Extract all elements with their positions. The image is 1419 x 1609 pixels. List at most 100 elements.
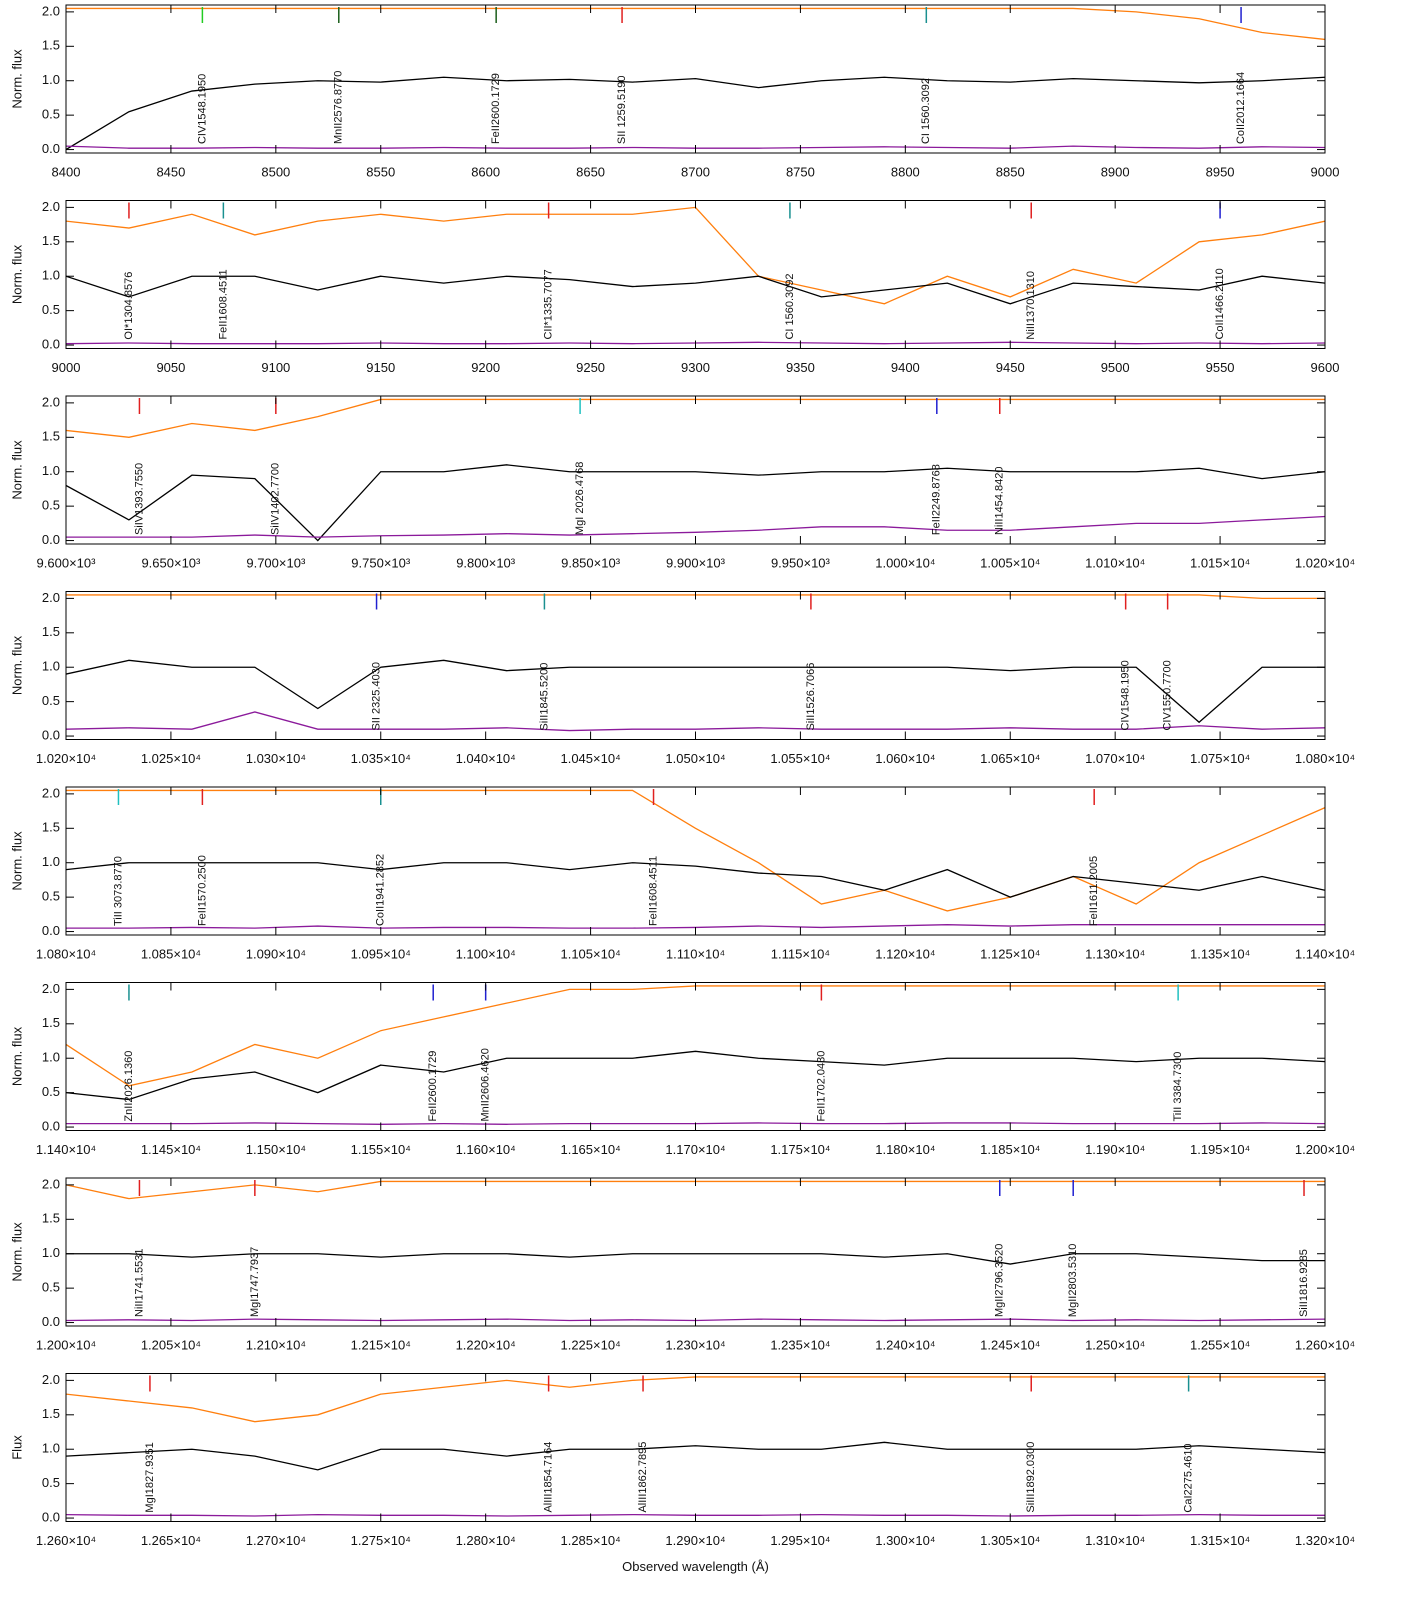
y-tick-label: 0.5	[42, 302, 60, 317]
x-tick-label: 1.070×10⁴	[1085, 751, 1145, 766]
x-tick-label: 8700	[681, 164, 710, 179]
x-tick-label: 1.190×10⁴	[1085, 1142, 1145, 1157]
line-label: CoII1941.2852	[375, 854, 387, 926]
line-label: SiII1845.5200	[538, 663, 550, 731]
line-label: SiIV1393.7550	[133, 463, 145, 535]
x-tick-label: 1.215×10⁴	[351, 1337, 411, 1352]
y-tick-label: 0.5	[42, 693, 60, 708]
spectrum-line	[66, 1376, 1325, 1423]
x-tick-label: 9.600×10³	[37, 555, 97, 570]
spectrum-line	[66, 7, 1325, 41]
line-label: NiII1741.5531	[133, 1249, 145, 1318]
x-tick-label: 1.200×10⁴	[1295, 1142, 1355, 1157]
line-label: CoII1466.2110	[1214, 268, 1226, 339]
y-tick-label: 0.0	[42, 1509, 60, 1524]
x-tick-label: 1.110×10⁴	[666, 946, 725, 961]
spectrum-line	[66, 1253, 1325, 1265]
x-tick-label: 1.010×10⁴	[1085, 555, 1145, 570]
y-tick-label: 0.5	[42, 1475, 60, 1490]
x-tick-label: 9150	[366, 360, 395, 375]
x-tick-label: 1.175×10⁴	[770, 1142, 830, 1157]
x-tick-label: 9.800×10³	[456, 555, 516, 570]
line-label: FeII1702.0430	[815, 1051, 827, 1122]
y-tick-label: 0.0	[42, 727, 60, 742]
x-tick-label: 9550	[1206, 360, 1235, 375]
x-tick-label: 9.700×10³	[246, 555, 306, 570]
x-tick-label: 8550	[366, 164, 395, 179]
y-axis-label: Norm. flux	[9, 831, 24, 891]
spectrum-line	[66, 206, 1325, 305]
y-tick-label: 0.0	[42, 1118, 60, 1133]
line-label: SiII1526.7066	[805, 663, 817, 731]
x-tick-label: 1.030×10⁴	[246, 751, 306, 766]
y-tick-label: 0.0	[42, 336, 60, 351]
x-tick-label: 1.045×10⁴	[560, 751, 620, 766]
x-tick-label: 9000	[1311, 164, 1340, 179]
y-tick-label: 2.0	[42, 1372, 60, 1387]
y-axis-label: Norm. flux	[9, 635, 24, 695]
x-tick-label: 8500	[261, 164, 290, 179]
x-tick-label: 1.180×10⁴	[875, 1142, 935, 1157]
line-label: MnII2606.4620	[480, 1048, 492, 1121]
plot-area	[66, 1376, 1325, 1517]
axes-frame	[65, 200, 1326, 349]
y-tick-label: 1.0	[42, 268, 60, 283]
y-tick-label: 1.5	[42, 624, 60, 639]
y-tick-label: 0.0	[42, 1314, 60, 1329]
x-tick-label: 1.255×10⁴	[1190, 1337, 1250, 1352]
x-tick-label: 8400	[52, 164, 81, 179]
line-label: MgI1747.7937	[249, 1247, 261, 1317]
line-label: SiII1816.9285	[1298, 1249, 1310, 1317]
spectrum-line	[66, 862, 1325, 898]
spectrum-line	[66, 515, 1325, 538]
x-tick-label: 1.035×10⁴	[351, 751, 411, 766]
x-tick-label: 8850	[996, 164, 1025, 179]
y-tick-label: 1.5	[42, 1406, 60, 1421]
y-axis-label: Flux	[9, 1435, 24, 1460]
x-tick-label: 1.140×10⁴	[36, 1142, 96, 1157]
y-tick-label: 2.0	[42, 199, 60, 214]
x-tick-label: 1.005×10⁴	[980, 555, 1040, 570]
y-tick-label: 1.5	[42, 1015, 60, 1030]
x-tick-label: 1.025×10⁴	[141, 751, 201, 766]
x-tick-label: 9400	[891, 360, 920, 375]
x-tick-label: 1.240×10⁴	[875, 1337, 935, 1352]
plot-area	[66, 7, 1325, 151]
line-label: SiIV1402.7700	[270, 463, 282, 535]
line-label: CIV1548.1950	[196, 74, 208, 144]
line-label: FeII1608.4511	[217, 269, 229, 339]
y-axis-label: Norm. flux	[9, 49, 24, 109]
x-tick-label: 1.205×10⁴	[141, 1337, 201, 1352]
x-tick-label: 9000	[52, 360, 81, 375]
y-tick-label: 1.5	[42, 429, 60, 444]
y-tick-label: 0.5	[42, 1084, 60, 1099]
line-label: NiII1454.8420	[994, 467, 1006, 535]
x-axis-label: Observed wavelength (Å)	[622, 1559, 769, 1574]
y-tick-label: 1.0	[42, 463, 60, 478]
x-tick-label: 1.260×10⁴	[1295, 1337, 1355, 1352]
line-label: NiII1370.1310	[1025, 271, 1037, 340]
y-tick-label: 1.0	[42, 854, 60, 869]
line-label: MnII2576.8770	[333, 71, 345, 144]
x-tick-label: 1.160×10⁴	[456, 1142, 516, 1157]
line-label: CI 1560.3092	[784, 273, 796, 339]
plot-area	[66, 594, 1325, 732]
line-label: MgI 2026.4768	[574, 462, 586, 535]
x-tick-label: 1.320×10⁴	[1295, 1533, 1355, 1548]
line-label: CaI2275.4610	[1183, 1443, 1195, 1512]
x-tick-label: 1.085×10⁴	[141, 946, 201, 961]
line-label: CIV1550.7700	[1162, 660, 1174, 730]
x-tick-label: 1.185×10⁴	[980, 1142, 1040, 1157]
x-tick-label: 8750	[786, 164, 815, 179]
x-tick-label: 1.300×10⁴	[875, 1533, 935, 1548]
x-tick-label: 9500	[1101, 360, 1130, 375]
spectrum-line	[66, 985, 1325, 1087]
y-tick-label: 0.5	[42, 107, 60, 122]
x-tick-label: 1.220×10⁴	[456, 1337, 516, 1352]
x-tick-label: 1.050×10⁴	[665, 751, 725, 766]
y-tick-label: 2.0	[42, 981, 60, 996]
x-tick-label: 1.170×10⁴	[665, 1142, 725, 1157]
x-tick-label: 9350	[786, 360, 815, 375]
